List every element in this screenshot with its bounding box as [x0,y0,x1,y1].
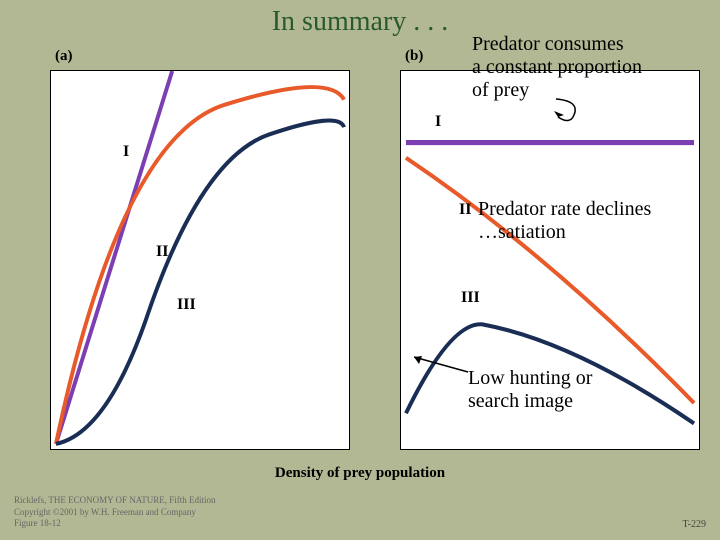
footer-line3: Figure 18-12 [14,518,216,530]
x-axis-label: Density of prey population [10,465,710,482]
label-a-i: I [123,143,129,161]
panel-a: (a) Number of prey consumed I II III [10,40,360,460]
line-arrow-icon [408,354,472,376]
chart-a: I II III [50,70,350,450]
annotation-3: Low hunting orsearch image [468,367,592,413]
curve-a-ii [56,87,344,444]
panel-b-tag: (b) [405,48,423,65]
chart-panels: (a) Number of prey consumed I II III (b)… [10,40,710,460]
annotation-1: Predator consumesa constant proportionof… [472,33,642,102]
footer-credits: Ricklefs, THE ECONOMY OF NATURE, Fifth E… [14,495,216,530]
curly-arrow-icon [550,95,584,125]
label-a-iii: III [177,296,196,314]
annotation-2: Predator rate declines…satiation [478,198,651,244]
label-a-ii: II [156,243,168,261]
label-b-iii: III [461,289,480,307]
footer-line1: Ricklefs, THE ECONOMY OF NATURE, Fifth E… [14,495,216,507]
footer-page-number: T-229 [682,519,706,530]
footer-line2: Copyright ©2001 by W.H. Freeman and Comp… [14,507,216,519]
label-b-ii: II [459,201,471,219]
label-b-i: I [435,113,441,131]
panel-a-tag: (a) [55,48,73,65]
